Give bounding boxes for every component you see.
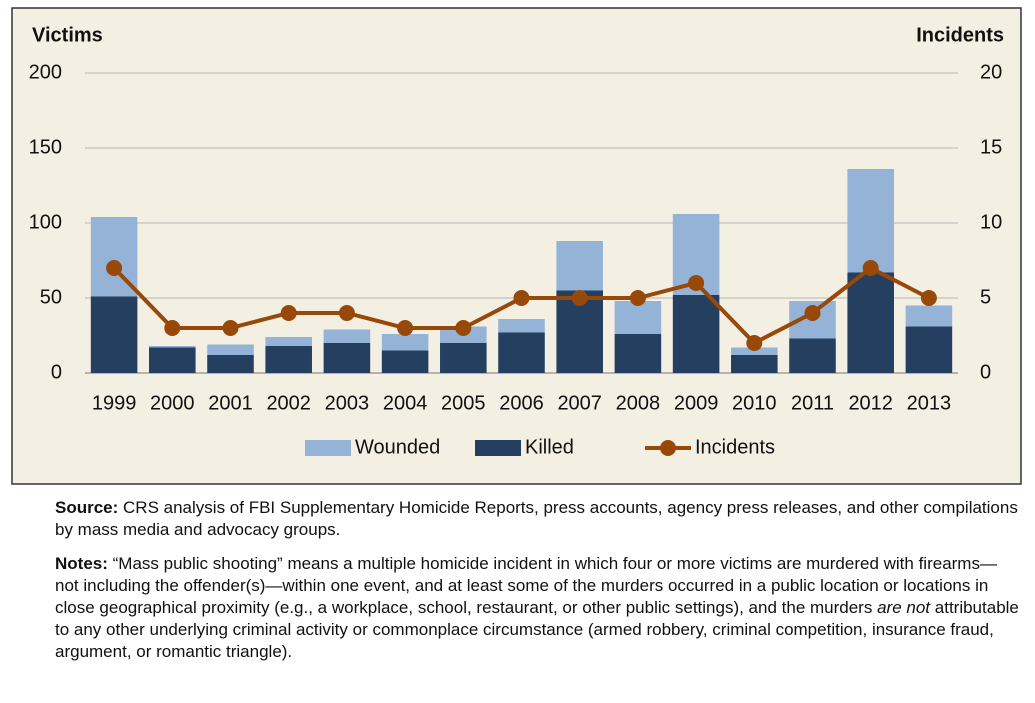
x-tick-label: 2009: [674, 392, 719, 414]
line-marker: [164, 320, 181, 336]
bar-wounded: [498, 319, 545, 333]
line-marker: [629, 290, 646, 306]
legend-swatch: [475, 440, 521, 456]
x-tick-label: 2005: [441, 392, 486, 414]
y-tick-label: 200: [29, 61, 62, 83]
chart: Victims Incidents 0501001502000510152019…: [11, 7, 1022, 485]
bar-killed: [207, 355, 254, 373]
y2-tick-label: 20: [980, 61, 1002, 83]
bar-killed: [149, 347, 196, 373]
bar-wounded: [265, 337, 312, 346]
notes-text: “Mass public shooting” means a multiple …: [55, 554, 997, 617]
legend-label: Wounded: [355, 436, 440, 458]
notes-note: Notes: “Mass public shooting” means a mu…: [55, 553, 1020, 663]
y-tick-label: 0: [51, 361, 62, 383]
line-marker: [746, 335, 763, 351]
line-marker: [397, 320, 414, 336]
bar-killed: [90, 296, 138, 373]
line-marker: [804, 305, 821, 321]
notes-label: Notes:: [55, 554, 108, 573]
x-tick-label: 2001: [208, 392, 253, 414]
y-tick-label: 150: [29, 136, 62, 158]
legend-swatch: [660, 440, 676, 456]
bar-killed: [381, 350, 429, 373]
bar-killed: [323, 343, 371, 373]
x-tick-label: 2008: [616, 392, 661, 414]
bar-killed: [265, 346, 312, 373]
bar-killed: [731, 355, 778, 373]
line-marker: [862, 260, 879, 276]
bar-killed: [789, 338, 836, 373]
x-tick-label: 2012: [848, 392, 893, 414]
x-tick-label: 2006: [499, 392, 544, 414]
bar-killed: [614, 334, 662, 373]
y2-axis-title: Incidents: [916, 24, 1004, 46]
x-tick-label: 2000: [150, 392, 195, 414]
bar-killed: [672, 295, 720, 373]
legend-label: Killed: [525, 436, 574, 458]
y2-tick-label: 0: [980, 361, 991, 383]
bar-wounded: [847, 169, 894, 273]
y2-tick-label: 15: [980, 136, 1002, 158]
bar-wounded: [207, 344, 254, 355]
bar-killed: [905, 326, 953, 373]
legend-label: Incidents: [695, 436, 775, 458]
x-tick-label: 2010: [732, 392, 777, 414]
x-tick-label: 2003: [325, 392, 370, 414]
bar-killed: [440, 343, 487, 373]
x-tick-label: 1999: [92, 392, 137, 414]
line-marker: [571, 290, 588, 306]
bar-killed: [498, 332, 545, 373]
y-axis-title: Victims: [32, 24, 103, 46]
notes-block: Source: CRS analysis of FBI Supplementar…: [55, 497, 1020, 675]
bar-wounded: [323, 329, 371, 343]
line-marker: [280, 305, 297, 321]
notes-text: attributable to any other underlying cri…: [55, 598, 1019, 661]
line-marker: [338, 305, 355, 321]
source-text: CRS analysis of FBI Supplementary Homici…: [55, 498, 1018, 539]
x-tick-label: 2011: [791, 392, 834, 414]
source-note: Source: CRS analysis of FBI Supplementar…: [55, 497, 1020, 541]
y-tick-label: 50: [40, 286, 62, 308]
x-tick-label: 2013: [907, 392, 952, 414]
y2-tick-label: 10: [980, 211, 1002, 233]
line-marker: [513, 290, 530, 306]
bar-wounded: [731, 347, 778, 355]
line-marker: [222, 320, 239, 336]
bar-wounded: [614, 301, 662, 334]
legend-swatch: [305, 440, 351, 456]
bar-wounded: [149, 346, 196, 348]
y2-tick-label: 5: [980, 286, 991, 308]
x-tick-label: 2007: [557, 392, 602, 414]
bar-wounded: [556, 241, 603, 291]
line-marker: [688, 275, 705, 291]
bar-wounded: [905, 305, 953, 327]
line-marker: [106, 260, 123, 276]
y-tick-label: 100: [29, 211, 62, 233]
line-marker: [455, 320, 472, 336]
x-tick-label: 2002: [266, 392, 311, 414]
notes-emphasis: are not: [877, 598, 931, 617]
bar-killed: [847, 272, 894, 373]
line-marker: [920, 290, 937, 306]
bar-wounded: [381, 334, 429, 351]
x-tick-label: 2004: [383, 392, 428, 414]
source-label: Source:: [55, 498, 119, 517]
